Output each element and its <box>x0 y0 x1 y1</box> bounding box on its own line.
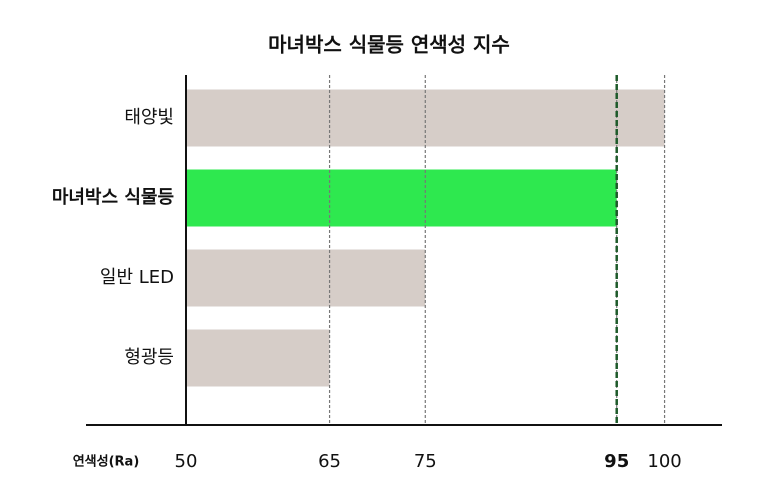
x-tick-label: 65 <box>318 451 341 472</box>
x-axis-label: 연색성(Ra) <box>73 455 140 470</box>
x-tick-label: 95 <box>604 451 629 472</box>
y-tick-label: 태양빛 <box>124 107 174 128</box>
bar <box>186 249 426 307</box>
y-tick-label: 마녀박스 식물등 <box>52 187 174 208</box>
y-tick-label: 형광등 <box>124 347 174 368</box>
bar <box>186 169 617 227</box>
bar <box>186 329 330 387</box>
chart-title: 마녀박스 식물등 연색성 지수 <box>268 33 510 57</box>
x-tick-label: 75 <box>414 451 437 472</box>
x-tick-label: 100 <box>647 451 681 472</box>
x-tick-label: 50 <box>175 451 198 472</box>
y-tick-label: 일반 LED <box>100 267 174 288</box>
